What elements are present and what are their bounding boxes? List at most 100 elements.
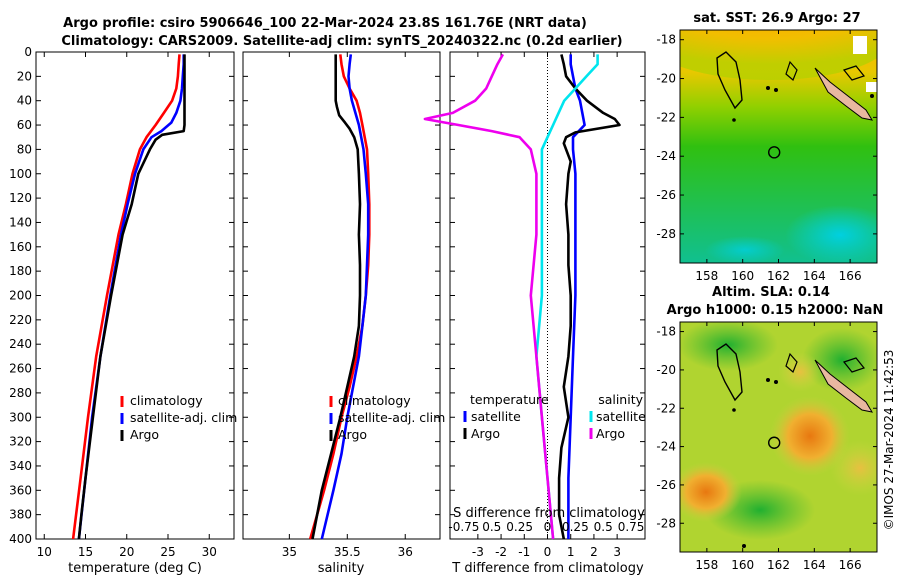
legend-label-sal-argo: Argo (596, 426, 625, 441)
sla-warm-patch (830, 440, 877, 496)
y-tick-label: -24 (656, 149, 676, 163)
series-line-argo (311, 54, 362, 540)
sst-map-title: sat. SST: 26.9 Argo: 27 (693, 11, 860, 26)
reef-outline (842, 65, 866, 81)
temperature-legend: climatology satellite-adj. clim Argo (120, 393, 237, 442)
y-tick-label: 300 (9, 410, 32, 424)
series-line-temperature-argo (557, 54, 621, 540)
x2-tick-label: 0.25 (562, 520, 589, 534)
x2-tick-label: 0.5 (594, 520, 613, 534)
x-tick-label: 158 (695, 269, 718, 283)
series-line-temperature-satellite (567, 54, 586, 539)
figure-title-line1: Argo profile: csiro 5906646_100 22-Mar-2… (63, 16, 587, 31)
reef-dot (766, 86, 770, 90)
difference-y-ticks (450, 51, 645, 540)
salinity-x-label: salinity (318, 561, 365, 576)
sla-map-title-line1: Altim. SLA: 0.14 (712, 285, 830, 300)
legend-label-satellite: satellite-adj. clim (130, 410, 237, 425)
legend-label-argo: Argo (338, 427, 367, 442)
x-tick-label: 35.5 (334, 545, 361, 559)
sla-low-patch (680, 322, 778, 371)
sla-y-ticks: -18 -20 -22 -24 -26 -28 (656, 325, 877, 530)
salinity-y-ticks (243, 51, 440, 540)
x-tick-label: 20 (119, 545, 134, 559)
y-tick-label: 240 (9, 337, 32, 351)
x2-tick-label: 0 (544, 520, 552, 534)
reef-dot (732, 408, 736, 412)
x-tick-label: 160 (731, 558, 754, 572)
new-caledonia-island (814, 67, 874, 121)
difference-lines (423, 53, 621, 540)
sst-y-ticks: -18 -20 -22 -24 -26 -28 (656, 33, 877, 241)
x-tick-label: 0 (544, 545, 552, 559)
y-tick-label: -28 (656, 227, 676, 241)
y-tick-label: 80 (17, 142, 32, 156)
y-tick-label: -26 (656, 478, 676, 492)
series-line-climatology (71, 54, 181, 540)
sst-argo-location-marker (768, 146, 781, 159)
temperature-y-ticks: 0 20 40 60 80 100 120 140 160 180 200 220 240 260 280 3… (9, 45, 234, 546)
x-tick-label: 30 (202, 545, 217, 559)
x2-tick-label: 0.5 (482, 520, 501, 534)
figure-title-line2: Climatology: CARS2009. Satellite-adj cli… (61, 34, 622, 49)
x-tick-label: 35 (282, 545, 297, 559)
salinity-x-ticks: 35 35.5 36 (282, 52, 413, 559)
x-tick-label: 162 (767, 269, 790, 283)
x-tick-label: -1 (518, 545, 530, 559)
y-tick-label: 380 (9, 508, 32, 522)
reef-dot (774, 88, 778, 92)
sst-cool-patch-west (705, 236, 785, 263)
series-line-salinity-argo (423, 53, 555, 540)
difference-x-label: T difference from climatology (451, 561, 644, 576)
y-tick-label: 340 (9, 459, 32, 473)
y-tick-label: 0 (24, 45, 32, 59)
y-tick-label: 360 (9, 483, 32, 497)
y-tick-label: 400 (9, 532, 32, 546)
temperature-x-ticks: 10 15 20 25 30 (37, 52, 217, 559)
y-tick-label: 180 (9, 264, 32, 278)
y-tick-label: -18 (656, 33, 676, 47)
x-tick-label: 36 (398, 545, 413, 559)
legend-label-sal-satellite: satellite (596, 409, 646, 424)
reef-outline (785, 60, 798, 82)
sst-missing-data (866, 82, 877, 92)
temperature-axes (35, 51, 235, 540)
y-tick-label: -22 (656, 401, 676, 415)
difference-x-ticks: -3 -2 -1 0 1 2 3 (472, 52, 621, 559)
y-tick-label: 220 (9, 313, 32, 327)
chesterfield-reef-outline (716, 51, 743, 110)
legend-label-climatology: climatology (338, 393, 411, 408)
y-tick-label: 160 (9, 240, 32, 254)
x2-tick-label: 0.75 (618, 520, 645, 534)
sla-warm-patch (778, 352, 822, 392)
legend-label-temp-satellite: satellite (471, 409, 521, 424)
sla-x-ticks: 158 160 162 164 166 (695, 322, 862, 572)
sla-argo-location-marker (768, 436, 781, 449)
x2-tick-label: -0.75 (448, 520, 479, 534)
y-tick-label: 200 (9, 289, 32, 303)
sst-map-field (680, 30, 877, 263)
difference-legend: temperature satellite Argo salinity sate… (463, 392, 646, 441)
x-tick-label: -3 (472, 545, 484, 559)
y-tick-label: -18 (656, 325, 676, 339)
sst-x-ticks: 158 160 162 164 166 (695, 30, 862, 283)
x-tick-label: 2 (590, 545, 598, 559)
y-tick-label: 20 (17, 69, 32, 83)
y-tick-label: 140 (9, 215, 32, 229)
salinity-legend: climatology satellite-adj. clim Argo (329, 393, 445, 442)
reef-dot (774, 380, 778, 384)
sst-missing-data (853, 36, 867, 54)
y-tick-label: -28 (656, 516, 676, 530)
salinity-lines (308, 54, 371, 540)
new-caledonia-island (814, 359, 874, 413)
salinity-axes (242, 51, 441, 540)
difference-x2-label: S difference from climatology (453, 506, 645, 521)
x2-tick-label: 0.25 (506, 520, 533, 534)
x-tick-label: 3 (613, 545, 621, 559)
reef-outline (785, 352, 798, 374)
series-line-satellite-adj-clim (77, 54, 185, 540)
y-tick-label: 320 (9, 435, 32, 449)
legend-label-climatology: climatology (130, 393, 203, 408)
legend-label-argo: Argo (130, 427, 159, 442)
x-tick-label: 25 (160, 545, 175, 559)
